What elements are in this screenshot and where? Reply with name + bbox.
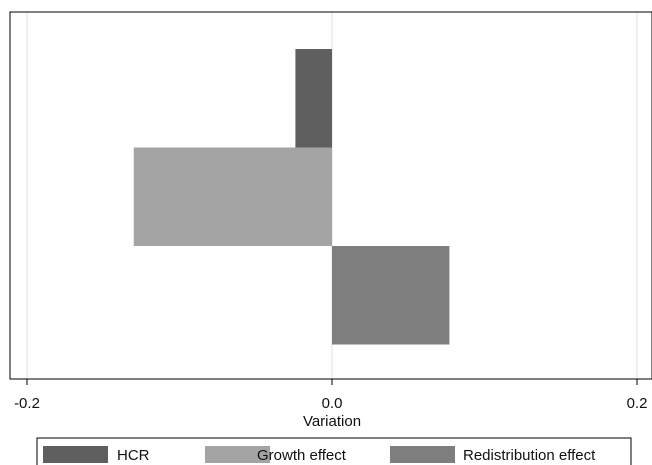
bar-growth-effect (133, 147, 332, 246)
legend-label-redistribution-effect: Redistribution effect (463, 447, 596, 464)
legend-swatch-redistribution-effect (390, 446, 455, 463)
legend-swatch-hcr (43, 446, 108, 463)
x-axis-title: Variation (303, 413, 361, 430)
legend-swatch-growth-effect (205, 446, 270, 463)
legend-label-hcr: HCR (117, 447, 150, 464)
legend-label-growth-effect: Growth effect (257, 447, 347, 464)
bars (133, 49, 450, 345)
x-tick-label-2: 0.2 (627, 395, 648, 412)
legend-box (36, 437, 632, 465)
x-tick-label-1: 0.0 (322, 395, 343, 412)
legend: HCR Growth effect Redistribution effect (36, 437, 632, 465)
plot-frame (9, 11, 652, 380)
x-tick-label-0: -0.2 (14, 395, 40, 412)
x-axis: -0.2 0.0 0.2 (14, 379, 647, 412)
bar-hcr (295, 49, 332, 148)
bar-redistribution-effect (332, 246, 450, 345)
